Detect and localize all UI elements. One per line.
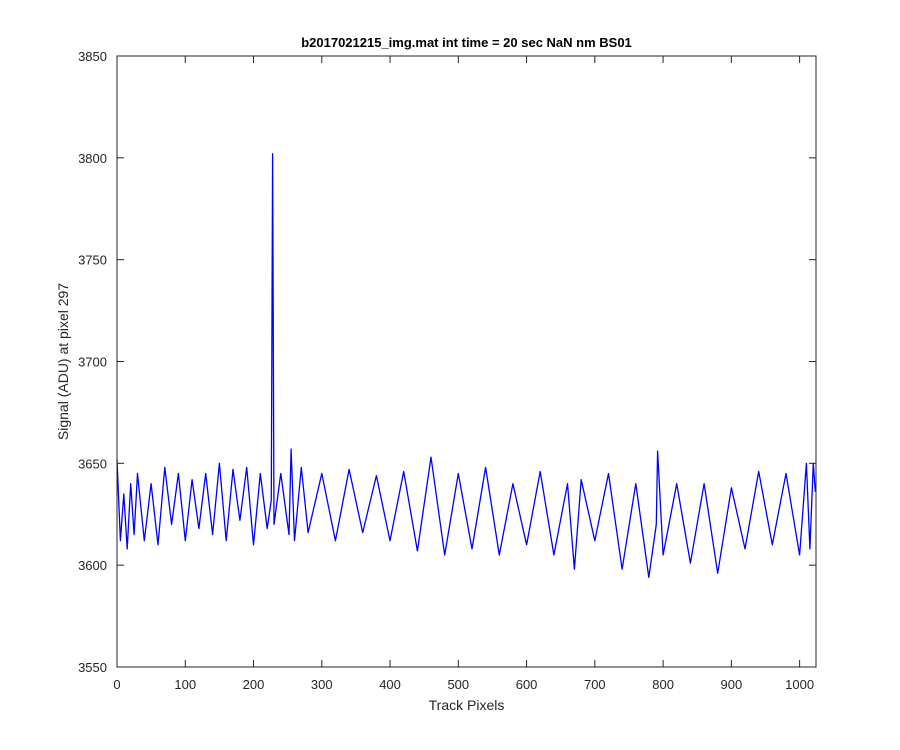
x-tick-label: 600	[516, 677, 538, 692]
chart-title: b2017021215_img.mat int time = 20 sec Na…	[301, 35, 632, 50]
axes-background	[117, 56, 816, 667]
x-tick-label: 500	[447, 677, 469, 692]
x-axis-label: Track Pixels	[429, 697, 505, 713]
y-tick-label: 3750	[78, 253, 107, 268]
y-axis-label: Signal (ADU) at pixel 297	[55, 283, 71, 440]
x-tick-label: 0	[113, 677, 120, 692]
y-tick-label: 3650	[78, 456, 107, 471]
y-axis-ticks: 3550 3600 3650 3700 3750 3800 3850	[78, 49, 816, 675]
x-tick-label: 200	[243, 677, 265, 692]
x-tick-label: 900	[721, 677, 743, 692]
x-tick-label: 1000	[785, 677, 814, 692]
y-tick-label: 3800	[78, 151, 107, 166]
x-tick-label: 700	[584, 677, 606, 692]
series-layer	[116, 153, 816, 579]
x-tick-label: 300	[311, 677, 333, 692]
x-tick-label: 800	[652, 677, 674, 692]
y-tick-label: 3550	[78, 660, 107, 675]
x-axis-ticks: 0 100 200 300 400 500 600 700 800 900 1000	[113, 56, 814, 692]
series-line	[116, 153, 816, 579]
y-tick-label: 3850	[78, 49, 107, 64]
x-tick-label: 100	[174, 677, 196, 692]
y-tick-label: 3600	[78, 558, 107, 573]
y-tick-label: 3700	[78, 355, 107, 370]
x-tick-label: 400	[379, 677, 401, 692]
